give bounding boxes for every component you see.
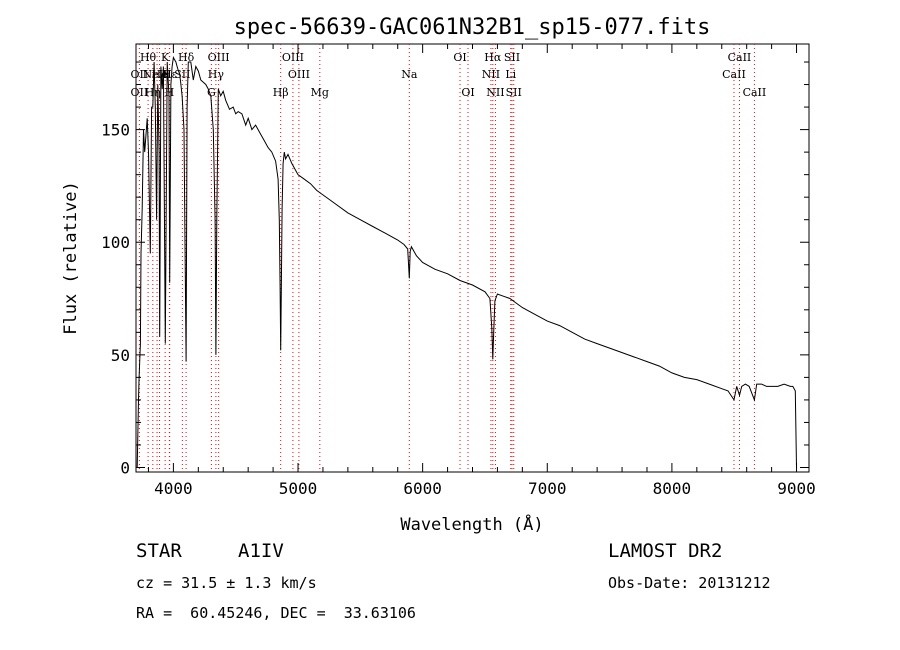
marker-label-1: OII (131, 86, 149, 99)
marker-label-6: K (161, 51, 170, 64)
marker-label-13: OIII (208, 51, 230, 64)
x-tick-label-7000: 7000 (528, 479, 567, 498)
marker-label-25: SII (504, 51, 520, 64)
marker-label-4: NeIII (142, 68, 171, 81)
marker-label-21: NII (482, 68, 500, 81)
y-tick-label-100: 100 (101, 233, 130, 252)
observation-date: Obs-Date: 20131212 (608, 574, 771, 592)
marker-label-28: CaII (728, 51, 752, 64)
marker-label-17: Mg (311, 86, 329, 99)
marker-label-9: Hδ (178, 51, 195, 64)
y-tick-label-150: 150 (101, 121, 130, 140)
x-tick-label-9000: 9000 (777, 479, 816, 498)
x-tick-label-8000: 8000 (653, 479, 692, 498)
y-axis-label: Flux (relative) (61, 181, 81, 335)
line-marker-labels: OIIOIIHθHηNeIIIHeKHHεHδSIIGHγOIIIHβOIIIO… (131, 51, 767, 99)
marker-label-2: Hθ (140, 51, 157, 64)
marker-label-27: CaII (722, 68, 746, 81)
marker-label-29: CaII (743, 86, 767, 99)
y-tick-label-0: 0 (120, 458, 130, 477)
marker-label-0: OII (131, 68, 149, 81)
marker-label-16: OIII (288, 68, 310, 81)
x-tick-label-4000: 4000 (154, 479, 193, 498)
marker-label-23: NII (486, 86, 504, 99)
coordinates: RA = 60.45246, DEC = 33.63106 (136, 604, 416, 622)
y-tick-label-50: 50 (111, 346, 130, 365)
x-tick-label-5000: 5000 (279, 479, 318, 498)
marker-label-12: Hγ (208, 68, 225, 81)
redshift-cz: cz = 31.5 ± 1.3 km/s (136, 574, 317, 592)
marker-label-18: Na (401, 68, 418, 81)
marker-label-15: OIII (282, 51, 304, 64)
spectrum-line (136, 55, 797, 468)
x-axis-label: Wavelength (Å) (400, 513, 543, 535)
survey-name: LAMOST DR2 (608, 540, 723, 562)
y-axis-ticks: 0 50 100 150 (101, 61, 809, 477)
line-marker-lines (138, 44, 755, 472)
marker-label-19: OI (453, 51, 466, 64)
marker-label-8: Hε (162, 68, 178, 81)
marker-label-24: Li (505, 68, 516, 81)
object-class: STAR (136, 540, 182, 562)
object-subclass: A1IV (238, 540, 284, 562)
chart-title: spec-56639-GAC061N32B1_sp15-077.fits (234, 15, 711, 40)
marker-label-20: OI (461, 86, 474, 99)
marker-label-22: Hα (484, 51, 502, 64)
marker-label-7: H (165, 86, 175, 99)
x-axis-ticks: 4000 5000 6000 7000 8000 9000 (147, 44, 816, 498)
marker-label-26: SII (506, 86, 522, 99)
plot-frame (135, 43, 810, 473)
marker-label-11: G (207, 86, 216, 99)
marker-label-14: Hβ (273, 86, 289, 99)
x-tick-label-6000: 6000 (403, 479, 442, 498)
